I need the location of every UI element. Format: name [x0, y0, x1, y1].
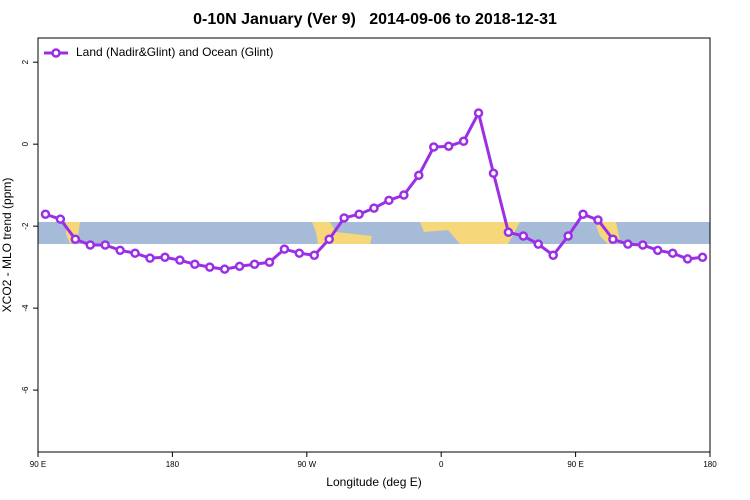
- point: [204, 262, 215, 272]
- point: [279, 244, 290, 254]
- map-strip: [38, 222, 710, 244]
- point: [638, 240, 648, 250]
- point: [324, 234, 334, 245]
- point: [40, 209, 51, 220]
- y-tick-label: 2: [21, 59, 30, 64]
- point: [623, 239, 633, 249]
- point: [100, 240, 110, 250]
- x-tick-label: 90 W: [297, 460, 316, 469]
- y-tick-label: 0: [21, 141, 30, 146]
- x-tick-label: 90 E: [567, 460, 583, 469]
- point: [294, 248, 305, 258]
- point: [608, 234, 618, 245]
- point: [428, 142, 439, 152]
- point: [399, 190, 409, 200]
- point: [264, 257, 275, 267]
- ocean-band: [38, 222, 710, 244]
- point: [652, 245, 663, 256]
- point: [70, 234, 81, 245]
- point: [309, 250, 320, 260]
- y-tick-label: -6: [21, 386, 30, 394]
- legend-text: Land (Nadir&Glint) and Ocean (Glint): [76, 45, 273, 59]
- point: [145, 253, 155, 263]
- point: [593, 215, 603, 225]
- y-tick-label: -4: [21, 304, 30, 312]
- point: [473, 108, 484, 118]
- point: [354, 209, 364, 220]
- land: [420, 222, 520, 244]
- point: [414, 170, 424, 181]
- point: [160, 252, 170, 263]
- point: [697, 252, 708, 263]
- point: [458, 136, 469, 147]
- point: [55, 214, 66, 224]
- point: [443, 141, 454, 151]
- point: [249, 259, 260, 270]
- point: [503, 227, 514, 238]
- point: [667, 248, 678, 258]
- x-tick-label: 180: [166, 460, 180, 469]
- point: [369, 203, 379, 213]
- x-tick-label: 180: [703, 460, 717, 469]
- point: [518, 231, 529, 241]
- land: [66, 222, 80, 244]
- point: [548, 250, 558, 260]
- point: [384, 195, 394, 206]
- y-tick-label: -2: [21, 222, 30, 230]
- point: [533, 239, 544, 249]
- chart-title: 0-10N January (Ver 9) 2014-09-06 to 2018…: [193, 11, 557, 28]
- x-tick-label: 0: [439, 460, 444, 469]
- point: [130, 248, 140, 258]
- point: [219, 264, 230, 274]
- legend-marker: [51, 48, 61, 58]
- point: [85, 240, 96, 250]
- point: [190, 259, 200, 270]
- y-axis-label: XCO2 - MLO trend (ppm): [0, 178, 14, 313]
- point: [339, 213, 349, 223]
- point: [488, 168, 499, 179]
- point: [563, 231, 573, 241]
- point: [175, 255, 185, 265]
- x-axis-label: Longitude (deg E): [326, 475, 421, 489]
- point: [578, 209, 588, 220]
- point: [234, 261, 245, 272]
- point: [682, 254, 693, 264]
- x-tick-label: 90 E: [30, 460, 46, 469]
- plot-frame: [37, 37, 711, 453]
- point: [115, 245, 125, 256]
